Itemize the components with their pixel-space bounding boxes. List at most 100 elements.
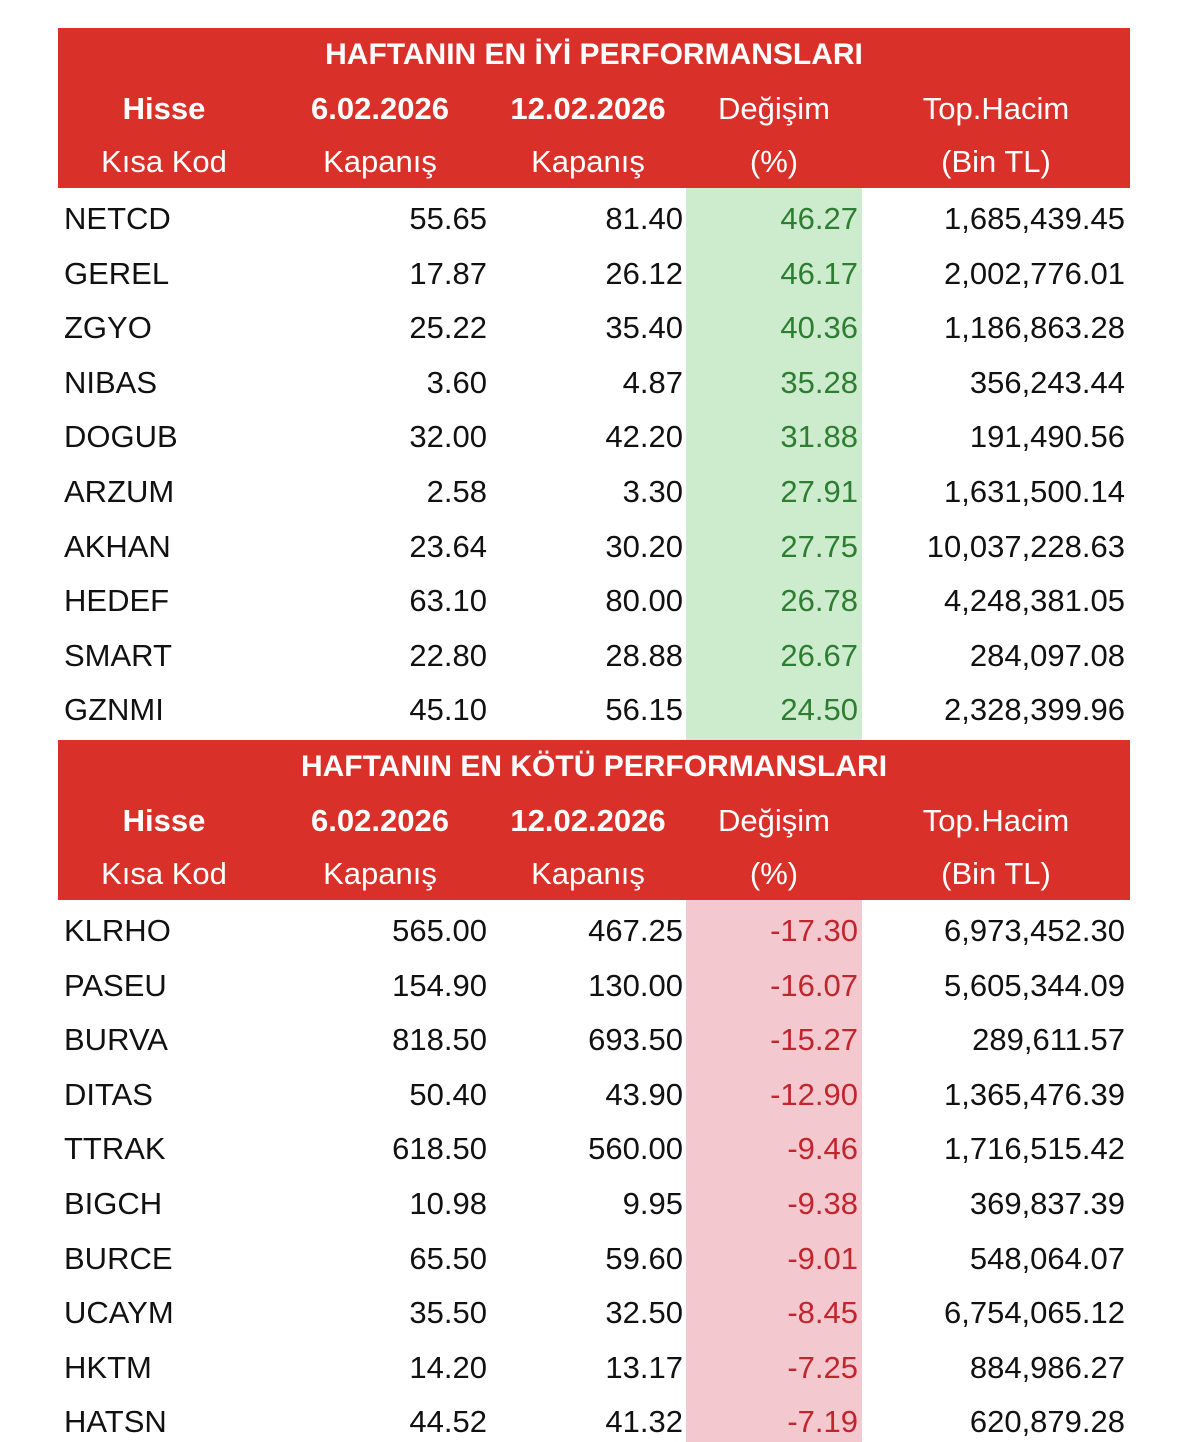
stock-code: GEREL [64, 255, 170, 291]
change-cell: -17.30 [770, 913, 858, 948]
column-header: Hisse [122, 803, 206, 838]
table-cell: 620,879.28 [969, 1404, 1125, 1440]
stock-code: TTRAK [64, 1131, 166, 1167]
stock-code: DOGUB [64, 419, 178, 455]
table-cell: 32.00 [409, 419, 487, 455]
table-cell: 356,243.44 [969, 364, 1125, 400]
table-cell: 289,611.57 [972, 1022, 1125, 1058]
column-header: 6.02.2026 [311, 803, 449, 838]
table-cell: 65.50 [409, 1240, 487, 1276]
table-cell: 618.50 [392, 1131, 487, 1167]
change-cell: 46.17 [780, 255, 858, 291]
stock-code: NIBAS [64, 364, 158, 400]
table-title: HAFTANIN EN İYİ PERFORMANSLARI [325, 38, 863, 71]
stock-code: BURVA [64, 1022, 168, 1058]
column-header: Değişim [718, 803, 830, 838]
column-header: Kapanış [323, 856, 437, 891]
table-cell: 560.00 [588, 1131, 683, 1167]
table-cell: 1,631,500.14 [943, 474, 1125, 509]
change-cell: 24.50 [780, 692, 858, 728]
table-cell: 30.20 [605, 528, 683, 564]
table-cell: 130.00 [588, 967, 683, 1003]
table-cell: 14.20 [409, 1349, 487, 1385]
table-cell: 43.90 [605, 1076, 683, 1112]
table-cell: 2,002,776.01 [943, 255, 1125, 291]
stock-code: ARZUM [64, 474, 175, 509]
stock-code: PASEU [64, 967, 167, 1003]
table-cell: 10,037,228.63 [926, 528, 1125, 564]
column-header: (%) [749, 144, 799, 179]
column-header: Top.Hacim [922, 803, 1070, 838]
table-cell: 1,365,476.39 [943, 1076, 1125, 1112]
column-header: Değişim [718, 91, 830, 126]
table-cell: 45.10 [409, 692, 487, 728]
table-cell: 44.52 [409, 1404, 487, 1440]
table-cell: 6,754,065.12 [943, 1295, 1125, 1331]
header-band [58, 28, 1130, 188]
table-cell: 4.87 [622, 364, 683, 400]
table-cell: 41.32 [605, 1404, 683, 1440]
table-cell: 1,716,515.42 [943, 1131, 1125, 1167]
table-cell: 10.98 [409, 1186, 487, 1221]
column-header: 12.02.2026 [510, 91, 666, 126]
table-cell: 25.22 [409, 310, 487, 346]
table-cell: 22.80 [409, 637, 487, 673]
column-header: 6.02.2026 [311, 91, 449, 126]
table-cell: 63.10 [409, 583, 487, 619]
table-cell: 81.40 [605, 201, 683, 236]
change-cell: -8.45 [787, 1295, 858, 1331]
change-cell: -16.07 [770, 967, 858, 1003]
table-cell: 3.30 [622, 474, 683, 509]
column-header: (Bin TL) [941, 144, 1051, 179]
stock-code: BURCE [64, 1240, 173, 1276]
column-header: Kapanış [323, 144, 437, 179]
change-cell: -7.25 [787, 1349, 858, 1385]
stock-code: AKHAN [64, 528, 171, 564]
table-cell: 1,685,439.45 [943, 201, 1125, 236]
change-cell: 46.27 [780, 201, 858, 236]
table-cell: 80.00 [605, 583, 683, 619]
column-header: 12.02.2026 [510, 803, 666, 838]
change-cell: 40.36 [780, 310, 858, 346]
table-cell: 369,837.39 [969, 1186, 1125, 1221]
table-cell: 26.12 [605, 255, 683, 291]
table-cell: 13.17 [605, 1349, 683, 1385]
column-header: Hisse [122, 91, 206, 126]
stock-code: DITAS [64, 1076, 153, 1112]
table-cell: 284,097.08 [969, 637, 1125, 673]
table-cell: 42.20 [605, 419, 683, 455]
table-cell: 6,973,452.30 [943, 913, 1125, 948]
table-cell: 693.50 [588, 1022, 683, 1058]
table-cell: 55.65 [409, 201, 487, 236]
table-cell: 35.40 [605, 310, 683, 346]
change-column-bg [686, 188, 862, 740]
change-column-bg [686, 900, 862, 1442]
table-cell: 3.60 [426, 364, 487, 400]
stock-code: HATSN [64, 1404, 167, 1440]
table-cell: 9.95 [622, 1186, 683, 1221]
table-cell: 56.15 [605, 692, 683, 728]
stock-code: UCAYM [64, 1295, 174, 1331]
table-cell: 548,064.07 [969, 1240, 1125, 1276]
column-header: (%) [749, 856, 799, 891]
change-cell: -9.46 [787, 1131, 858, 1167]
table-cell: 5,605,344.09 [943, 967, 1125, 1003]
table-cell: 23.64 [409, 528, 487, 564]
change-cell: 31.88 [780, 419, 858, 455]
change-cell: 27.91 [780, 474, 858, 509]
table-cell: 2.58 [426, 474, 487, 509]
change-cell: 26.67 [780, 637, 858, 673]
stock-code: BIGCH [64, 1186, 163, 1221]
column-header: Kısa Kod [101, 856, 227, 891]
change-cell: -7.19 [787, 1404, 858, 1440]
table-cell: 28.88 [605, 637, 683, 673]
table-cell: 59.60 [605, 1240, 683, 1276]
stock-code: HEDEF [64, 583, 170, 619]
stock-code: GZNMI [64, 692, 164, 728]
table-title: HAFTANIN EN KÖTÜ PERFORMANSLARI [300, 750, 888, 783]
stock-code: KLRHO [64, 913, 171, 948]
table-cell: 154.90 [392, 967, 487, 1003]
table-cell: 17.87 [409, 255, 487, 291]
change-cell: 27.75 [780, 528, 858, 564]
